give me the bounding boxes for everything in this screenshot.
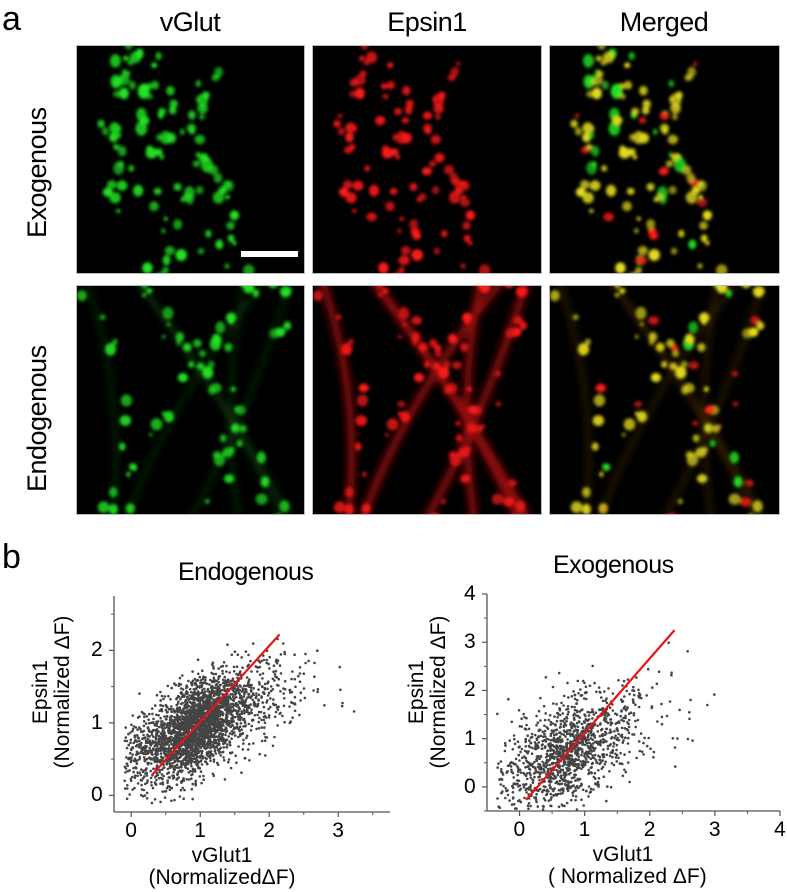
y-axis-title-endogenous: Epsin1 (Normalized ΔF): [29, 572, 75, 812]
y-axis-label: Epsin1: [405, 659, 428, 725]
y-tick-label: 2: [464, 678, 476, 702]
chart-title-exogenous: Exogenous: [553, 551, 674, 579]
row-label-endogenous: Endogenous: [22, 345, 52, 492]
x-axis-unit: (NormalizedΔF): [148, 866, 296, 890]
x-axis-label: vGlut1: [592, 843, 654, 866]
x-tick-label: 2: [263, 819, 275, 842]
chart-title-endogenous: Endogenous: [178, 558, 314, 586]
x-tick-label: 1: [194, 819, 206, 842]
image-exogenous-merged: [549, 45, 780, 274]
x-tick-label: 3: [708, 818, 721, 841]
y-axis-label: Epsin1: [29, 659, 52, 725]
scatter-plot-exogenous: [482, 593, 781, 816]
column-title-vglut: vGlut: [159, 7, 221, 37]
y-axis-unit: (Normalized ΔF): [51, 615, 75, 769]
row-label-exogenous: Exogenous: [22, 107, 52, 238]
x-axis-label: vGlut1: [191, 844, 253, 867]
column-title-epsin1: Epsin1: [387, 7, 467, 37]
image-endogenous-epsin1: [312, 285, 542, 515]
y-axis-title-exogenous: Epsin1 (Normalized ΔF): [405, 572, 451, 812]
x-axis-unit: ( Normalized ΔF): [548, 865, 707, 889]
y-tick-label: 3: [464, 630, 476, 654]
x-axis-title-exogenous: vGlut1 ( Normalized ΔF): [548, 843, 707, 889]
panel-label-b: b: [2, 538, 21, 576]
x-tick-label: 4: [774, 818, 786, 841]
x-tick-label: 0: [513, 818, 526, 841]
panel-label-a: a: [2, 0, 21, 38]
y-tick-label: 0: [91, 783, 103, 807]
y-tick-label: 0: [464, 774, 476, 798]
image-exogenous-vglut: [76, 45, 305, 274]
column-title-merged: Merged: [619, 7, 709, 37]
x-axis-title-endogenous: vGlut1 (NormalizedΔF): [132, 844, 312, 890]
image-endogenous-merged: [549, 285, 780, 515]
y-tick-label: 4: [464, 582, 476, 605]
y-axis-unit: (Normalized ΔF): [427, 615, 451, 769]
image-exogenous-epsin1: [312, 45, 542, 274]
scatter-plot-endogenous: [109, 596, 390, 817]
x-tick-label: 1: [578, 818, 591, 841]
x-tick-label: 3: [332, 819, 344, 842]
y-tick-label: 1: [464, 726, 476, 750]
x-tick-label: 0: [125, 819, 137, 842]
y-tick-label: 1: [91, 710, 103, 734]
y-tick-label: 2: [91, 638, 103, 662]
x-tick-label: 2: [643, 818, 656, 841]
image-endogenous-vglut: [76, 285, 305, 515]
scale-bar: [241, 251, 298, 257]
